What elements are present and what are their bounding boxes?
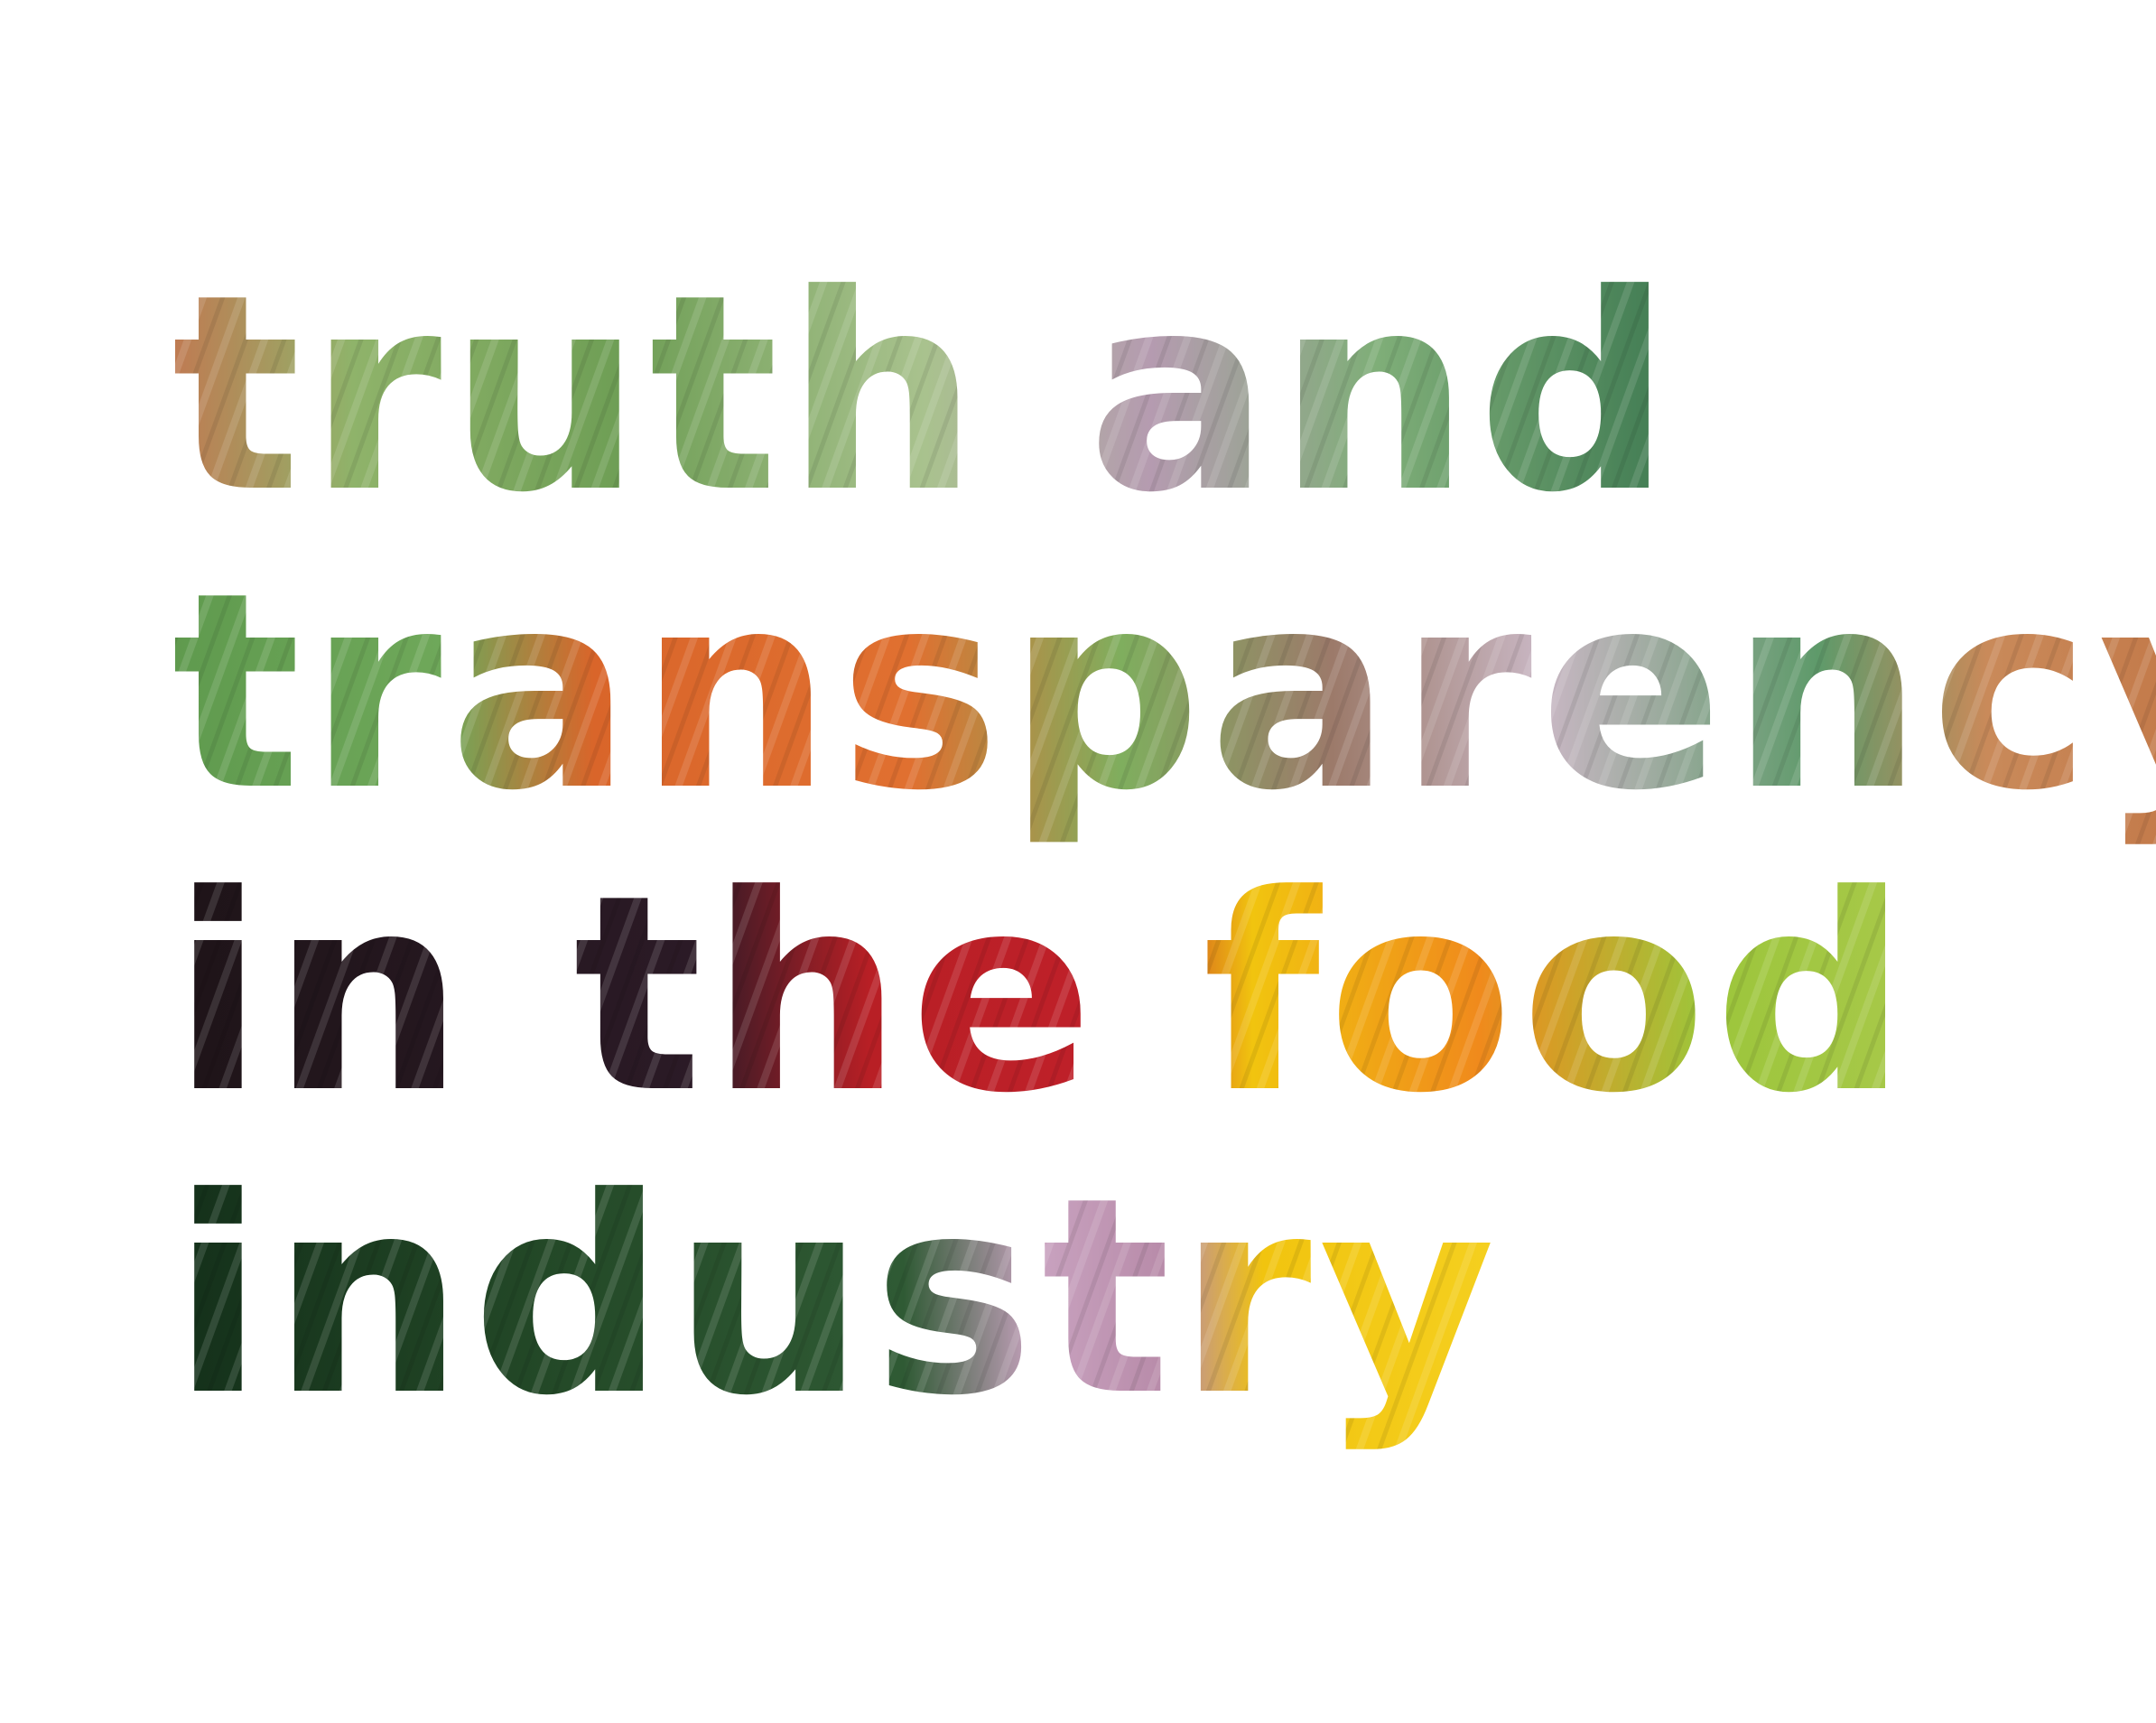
headline-line-2-texture: transparency [172, 535, 2156, 850]
headline-line-4: industry [172, 1140, 1502, 1455]
headline-line-1: truth and [172, 237, 1678, 552]
headline-line-3: in the food [172, 837, 1915, 1152]
headline-line-4-texture: industry [172, 1140, 1502, 1455]
headline-line-3-texture: in the food [172, 837, 1915, 1152]
headline-line-1-texture: truth and [172, 237, 1678, 552]
headline-line-2: transparency [172, 535, 2156, 850]
